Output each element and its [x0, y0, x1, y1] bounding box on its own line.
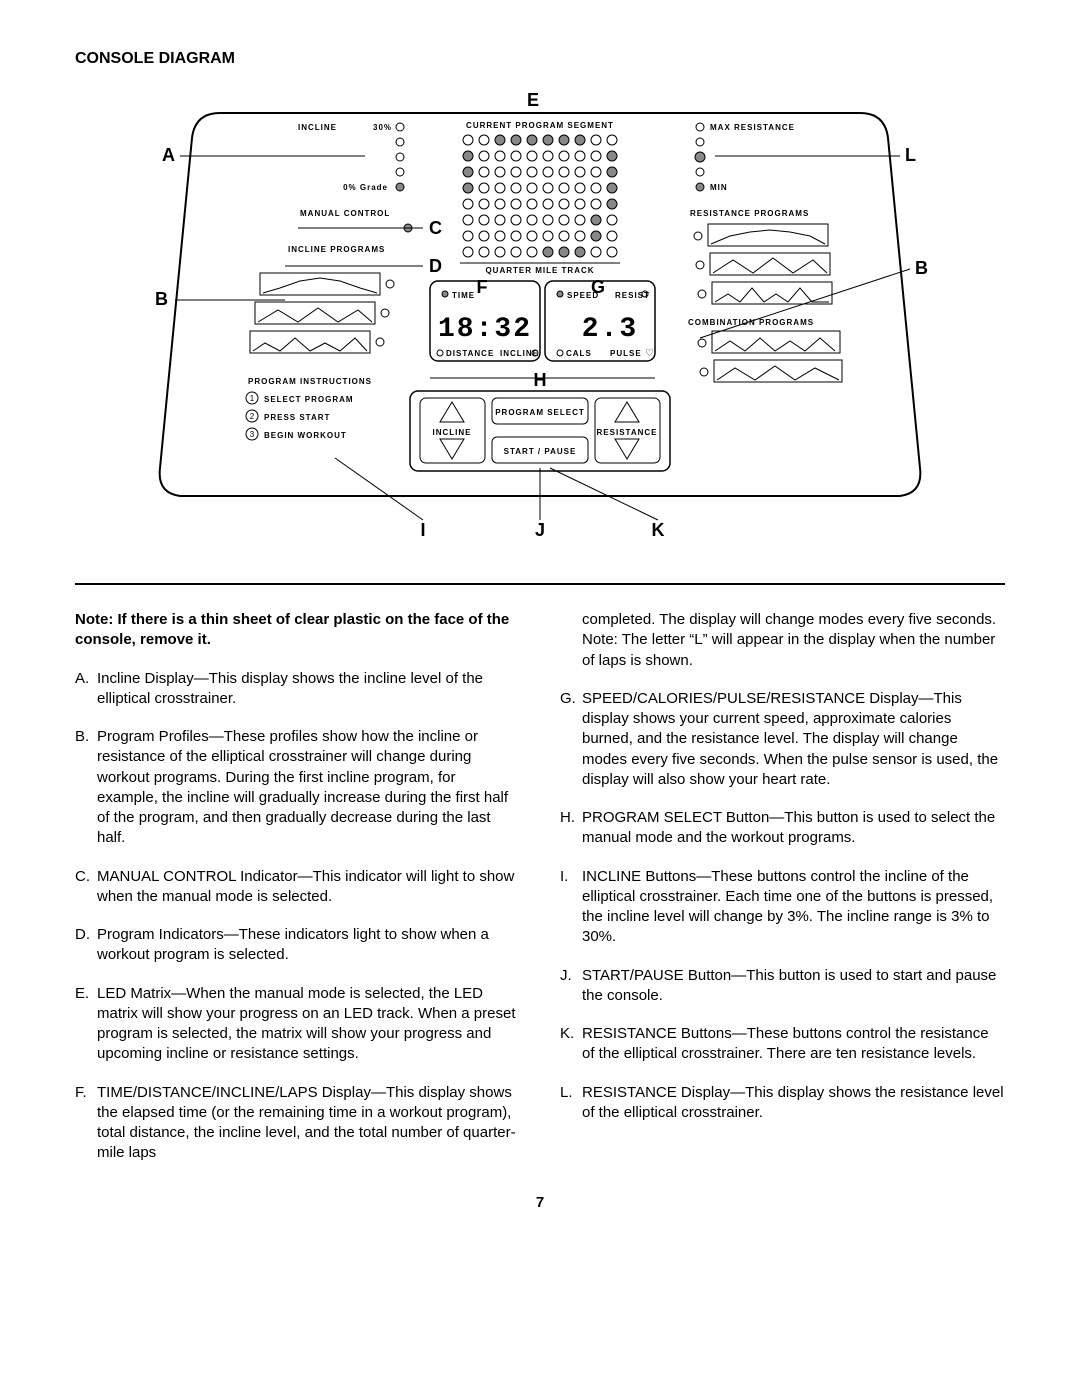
text: PROGRAM SELECT Button—This button is use… [582, 808, 1005, 849]
item-I: I. INCLINE Buttons—These buttons control… [560, 867, 1005, 948]
tag-L: L [905, 145, 916, 165]
lbl-curseg: CURRENT PROGRAM SEGMENT [466, 121, 614, 130]
svg-text:2: 2 [250, 412, 255, 421]
letter: L. [560, 1083, 582, 1124]
item-K: K. RESISTANCE Buttons—These buttons cont… [560, 1024, 1005, 1065]
disp-left: 18:32 [438, 314, 532, 345]
item-D: D. Program Indicators—These indicators l… [75, 925, 520, 966]
tag-B1: B [155, 289, 168, 309]
text: LED Matrix—When the manual mode is selec… [97, 984, 520, 1065]
lbl-proginst: PROGRAM INSTRUCTIONS [248, 377, 372, 386]
tag-A: A [162, 145, 175, 165]
page: CONSOLE DIAGRAM E A L B B C D F G H I J … [0, 0, 1080, 1261]
lbl-step2: PRESS START [264, 413, 330, 422]
text: MANUAL CONTROL Indicator—This indicator … [97, 867, 520, 908]
item-H: H. PROGRAM SELECT Button—This button is … [560, 808, 1005, 849]
tag-K: K [652, 520, 665, 540]
res-profile-2 [696, 253, 830, 275]
item-C: C. MANUAL CONTROL Indicator—This indicat… [75, 867, 520, 908]
lbl-incprog: INCLINE PROGRAMS [288, 245, 385, 254]
lbl-incline: INCLINE [298, 123, 337, 132]
incline-profile-2 [255, 302, 389, 324]
svg-text:1: 1 [250, 394, 255, 403]
letter: C. [75, 867, 97, 908]
divider [75, 583, 1005, 585]
note: Note: If there is a thin sheet of clear … [75, 610, 520, 651]
item-J: J. START/PAUSE Button—This button is use… [560, 966, 1005, 1007]
text: START/PAUSE Button—This button is used t… [582, 966, 1005, 1007]
item-L: L. RESISTANCE Display—This display shows… [560, 1083, 1005, 1124]
incline-profile-3 [250, 331, 384, 353]
letter: E. [75, 984, 97, 1065]
letter: D. [75, 925, 97, 966]
item-B: B. Program Profiles—These profiles show … [75, 727, 520, 849]
tag-E: E [527, 90, 539, 110]
tag-D: D [429, 256, 442, 276]
text: Program Indicators—These indicators ligh… [97, 925, 520, 966]
lbl-pulse: PULSE [610, 349, 642, 358]
body-columns: Note: If there is a thin sheet of clear … [75, 610, 1005, 1164]
letter: F. [75, 1083, 97, 1164]
section-title: CONSOLE DIAGRAM [75, 50, 1005, 68]
lbl-0grade: 0% Grade [343, 183, 388, 192]
lbl-cals: CALS [566, 349, 592, 358]
item-F: F. TIME/DISTANCE/INCLINE/LAPS Display—Th… [75, 1083, 520, 1164]
res-profile-3 [698, 282, 832, 304]
item-A: A. Incline Display—This display shows th… [75, 669, 520, 710]
tag-J: J [535, 520, 545, 540]
tag-H: H [534, 370, 547, 390]
letter: A. [75, 669, 97, 710]
btn-incline[interactable]: INCLINE [433, 428, 472, 437]
btn-resistance[interactable]: RESISTANCE [597, 428, 658, 437]
lbl-min: MIN [710, 183, 728, 192]
lbl-speed: SPEED [567, 291, 599, 300]
item-E: E. LED Matrix—When the manual mode is se… [75, 984, 520, 1065]
text: TIME/DISTANCE/INCLINE/LAPS Display—This … [97, 1083, 520, 1164]
btn-start-pause[interactable]: START / PAUSE [504, 447, 577, 456]
lbl-maxres: MAX RESISTANCE [710, 123, 795, 132]
lbl-resist: RESIST [615, 291, 650, 300]
btn-program-select[interactable]: PROGRAM SELECT [495, 408, 585, 417]
letter: B. [75, 727, 97, 849]
lbl-distance: DISTANCE [446, 349, 494, 358]
combo-profile-2 [700, 360, 842, 382]
disp-right: 2.3 [582, 314, 638, 345]
lbl-30pct: 30% [373, 123, 392, 132]
item-G: G. SPEED/CALORIES/PULSE/RESISTANCE Displ… [560, 689, 1005, 790]
svg-text:3: 3 [250, 430, 255, 439]
text: Incline Display—This display shows the i… [97, 669, 520, 710]
combo-profile-1 [698, 331, 840, 353]
right-column: completed. The display will change modes… [560, 610, 1005, 1164]
svg-text:♡: ♡ [645, 348, 654, 359]
letter: K. [560, 1024, 582, 1065]
letter: J. [560, 966, 582, 1007]
lbl-quarter: QUARTER MILE TRACK [485, 266, 594, 275]
lbl-resprog: RESISTANCE PROGRAMS [690, 209, 809, 218]
letter: G. [560, 689, 582, 790]
tag-I: I [420, 520, 425, 540]
lbl-step1: SELECT PROGRAM [264, 395, 354, 404]
tag-F: F [477, 277, 488, 297]
incline-profile-1 [260, 273, 394, 295]
text: INCLINE Buttons—These buttons control th… [582, 867, 1005, 948]
text: RESISTANCE Display—This display shows th… [582, 1083, 1005, 1124]
page-number: 7 [75, 1194, 1005, 1211]
lbl-combo: COMBINATION PROGRAMS [688, 318, 814, 327]
lbl-step3: BEGIN WORKOUT [264, 431, 347, 440]
text: SPEED/CALORIES/PULSE/RESISTANCE Display—… [582, 689, 1005, 790]
lbl-manual: MANUAL CONTROL [300, 209, 390, 218]
tag-B2: B [915, 258, 928, 278]
left-column: Note: If there is a thin sheet of clear … [75, 610, 520, 1164]
tag-C: C [429, 218, 442, 238]
letter: H. [560, 808, 582, 849]
res-profile-1 [694, 224, 828, 246]
text: Program Profiles—These profiles show how… [97, 727, 520, 849]
text: RESISTANCE Buttons—These buttons control… [582, 1024, 1005, 1065]
console-diagram: E A L B B C D F G H I J K INCLINE 30% [75, 88, 1005, 553]
letter: I. [560, 867, 582, 948]
lbl-time: TIME [452, 291, 475, 300]
item-F-cont: completed. The display will change modes… [560, 610, 1005, 671]
